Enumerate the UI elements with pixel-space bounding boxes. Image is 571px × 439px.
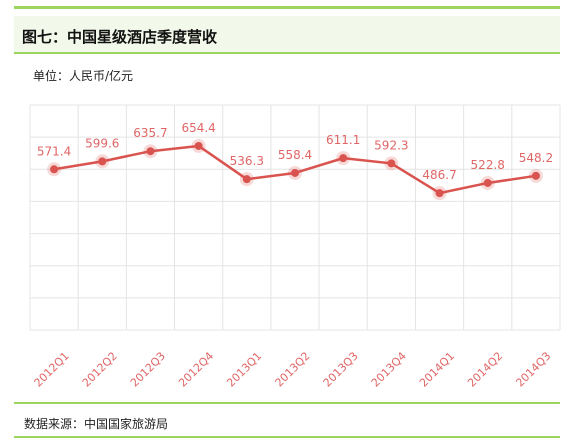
x-tick-label: 2014Q2	[465, 349, 505, 389]
x-tick-label: 2013Q1	[224, 349, 264, 389]
x-tick-label: 2012Q3	[128, 349, 168, 389]
data-point	[483, 178, 492, 187]
x-tick-label: 2012Q1	[32, 349, 72, 389]
data-label: 592.3	[374, 138, 408, 152]
x-tick-label: 2013Q3	[321, 349, 361, 389]
data-label: 522.8	[471, 158, 505, 172]
x-tick-label: 2014Q3	[513, 349, 553, 389]
data-point	[531, 171, 540, 180]
x-tick-label: 2013Q4	[369, 349, 409, 389]
x-tick-label: 2012Q4	[176, 349, 216, 389]
source-rule	[14, 402, 560, 404]
data-label: 558.4	[278, 148, 312, 162]
data-point	[435, 189, 444, 198]
data-label: 599.6	[85, 136, 119, 150]
x-tick-label: 2012Q2	[80, 349, 120, 389]
data-point	[146, 147, 155, 156]
bottom-rule	[14, 436, 560, 438]
title-bar	[14, 16, 560, 52]
data-point	[387, 159, 396, 168]
x-tick-label: 2014Q1	[417, 349, 457, 389]
data-point	[194, 141, 203, 150]
data-point	[98, 157, 107, 166]
data-point	[339, 154, 348, 163]
data-point	[242, 175, 251, 184]
data-label: 571.4	[37, 144, 71, 158]
x-tick-label: 2013Q2	[272, 349, 312, 389]
chart-title: 图七：中国星级酒店季度营收	[22, 28, 218, 46]
data-label: 611.1	[326, 133, 360, 147]
unit-label: 单位：人民币/亿元	[33, 69, 134, 83]
data-label: 635.7	[133, 126, 167, 140]
data-label: 486.7	[422, 168, 456, 182]
top-rule	[14, 6, 560, 9]
title-rule	[14, 52, 560, 54]
data-label: 536.3	[230, 154, 264, 168]
data-point	[291, 168, 299, 177]
source-note: 数据来源：中国国家旅游局	[24, 417, 169, 431]
data-label: 548.2	[519, 151, 553, 165]
data-point	[50, 165, 59, 174]
data-label: 654.4	[181, 121, 215, 135]
